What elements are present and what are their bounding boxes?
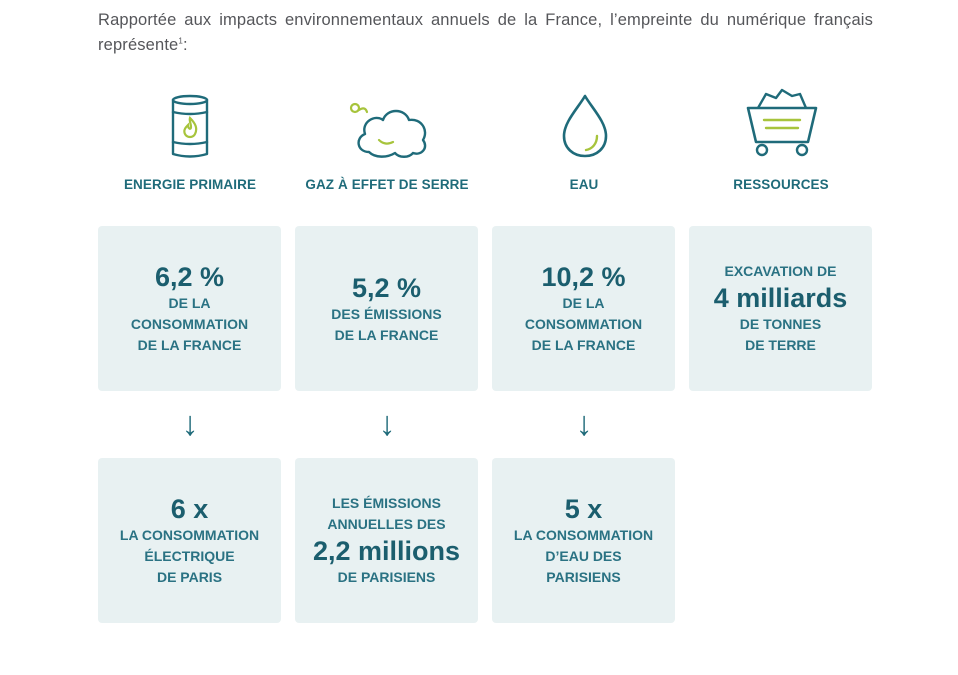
category-label-ressources: RESSOURCES (733, 177, 829, 192)
down-arrow-icon: ↓ (378, 405, 396, 443)
card-value: 4 milliards (713, 283, 848, 313)
card-value: 6,2 % (154, 262, 225, 292)
card-ges: 5,2 % DES ÉMISSIONS DE LA FRANCE (295, 226, 478, 391)
card-caption: DE PARISIENS (337, 569, 436, 585)
card-paris-emissions: LES ÉMISSIONS ANNUELLES DES 2,2 millions… (295, 458, 478, 623)
card-eau: 10,2 % DE LA CONSOMMATION DE LA FRANCE (492, 226, 675, 391)
smoke-cloud-icon (343, 96, 433, 166)
category-label-energie: ENERGIE PRIMAIRE (123, 177, 257, 192)
card-value: 2,2 millions (312, 536, 461, 566)
card-value: 5 x (564, 494, 603, 524)
card-value: 6 x (170, 494, 209, 524)
card-ressources: EXCAVATION DE 4 milliards DE TONNES DE T… (689, 226, 872, 391)
card-caption: LA CONSOMMATION D’EAU DES PARISIENS (513, 527, 654, 585)
card-paris-electricite: 6 x LA CONSOMMATION ÉLECTRIQUE DE PARIS (98, 458, 281, 623)
category-label-ges: GAZ À EFFET DE SERRE (305, 177, 469, 192)
card-energie: 6,2 % DE LA CONSOMMATION DE LA FRANCE (98, 226, 281, 391)
card-value: 10,2 % (541, 262, 626, 292)
intro-text: Rapportée aux impacts environnementaux a… (98, 11, 873, 54)
card-caption: DE LA CONSOMMATION DE LA FRANCE (130, 295, 249, 353)
down-arrow-icon: ↓ (575, 405, 593, 443)
intro-tail: : (183, 36, 188, 54)
card-caption-before: EXCAVATION DE (724, 263, 837, 279)
footnote-marker[interactable]: 1 (178, 36, 183, 46)
card-caption: DES ÉMISSIONS DE LA FRANCE (331, 305, 442, 343)
card-caption: LA CONSOMMATION ÉLECTRIQUE DE PARIS (119, 527, 260, 585)
down-arrow-icon: ↓ (181, 405, 199, 443)
card-value: 5,2 % (351, 272, 422, 303)
card-caption: DE LA CONSOMMATION DE LA FRANCE (524, 295, 643, 353)
card-paris-eau: 5 x LA CONSOMMATION D’EAU DES PARISIENS (492, 458, 675, 623)
card-caption: DE TONNES DE TERRE (739, 316, 822, 353)
mining-cart-icon (736, 88, 826, 158)
intro-paragraph: Rapportée aux impacts environnementaux a… (98, 8, 873, 58)
card-caption-before: LES ÉMISSIONS ANNUELLES DES (327, 495, 446, 532)
water-drop-icon (540, 92, 630, 162)
fuel-barrel-flame-icon (145, 92, 235, 162)
category-label-eau: EAU (569, 177, 599, 192)
